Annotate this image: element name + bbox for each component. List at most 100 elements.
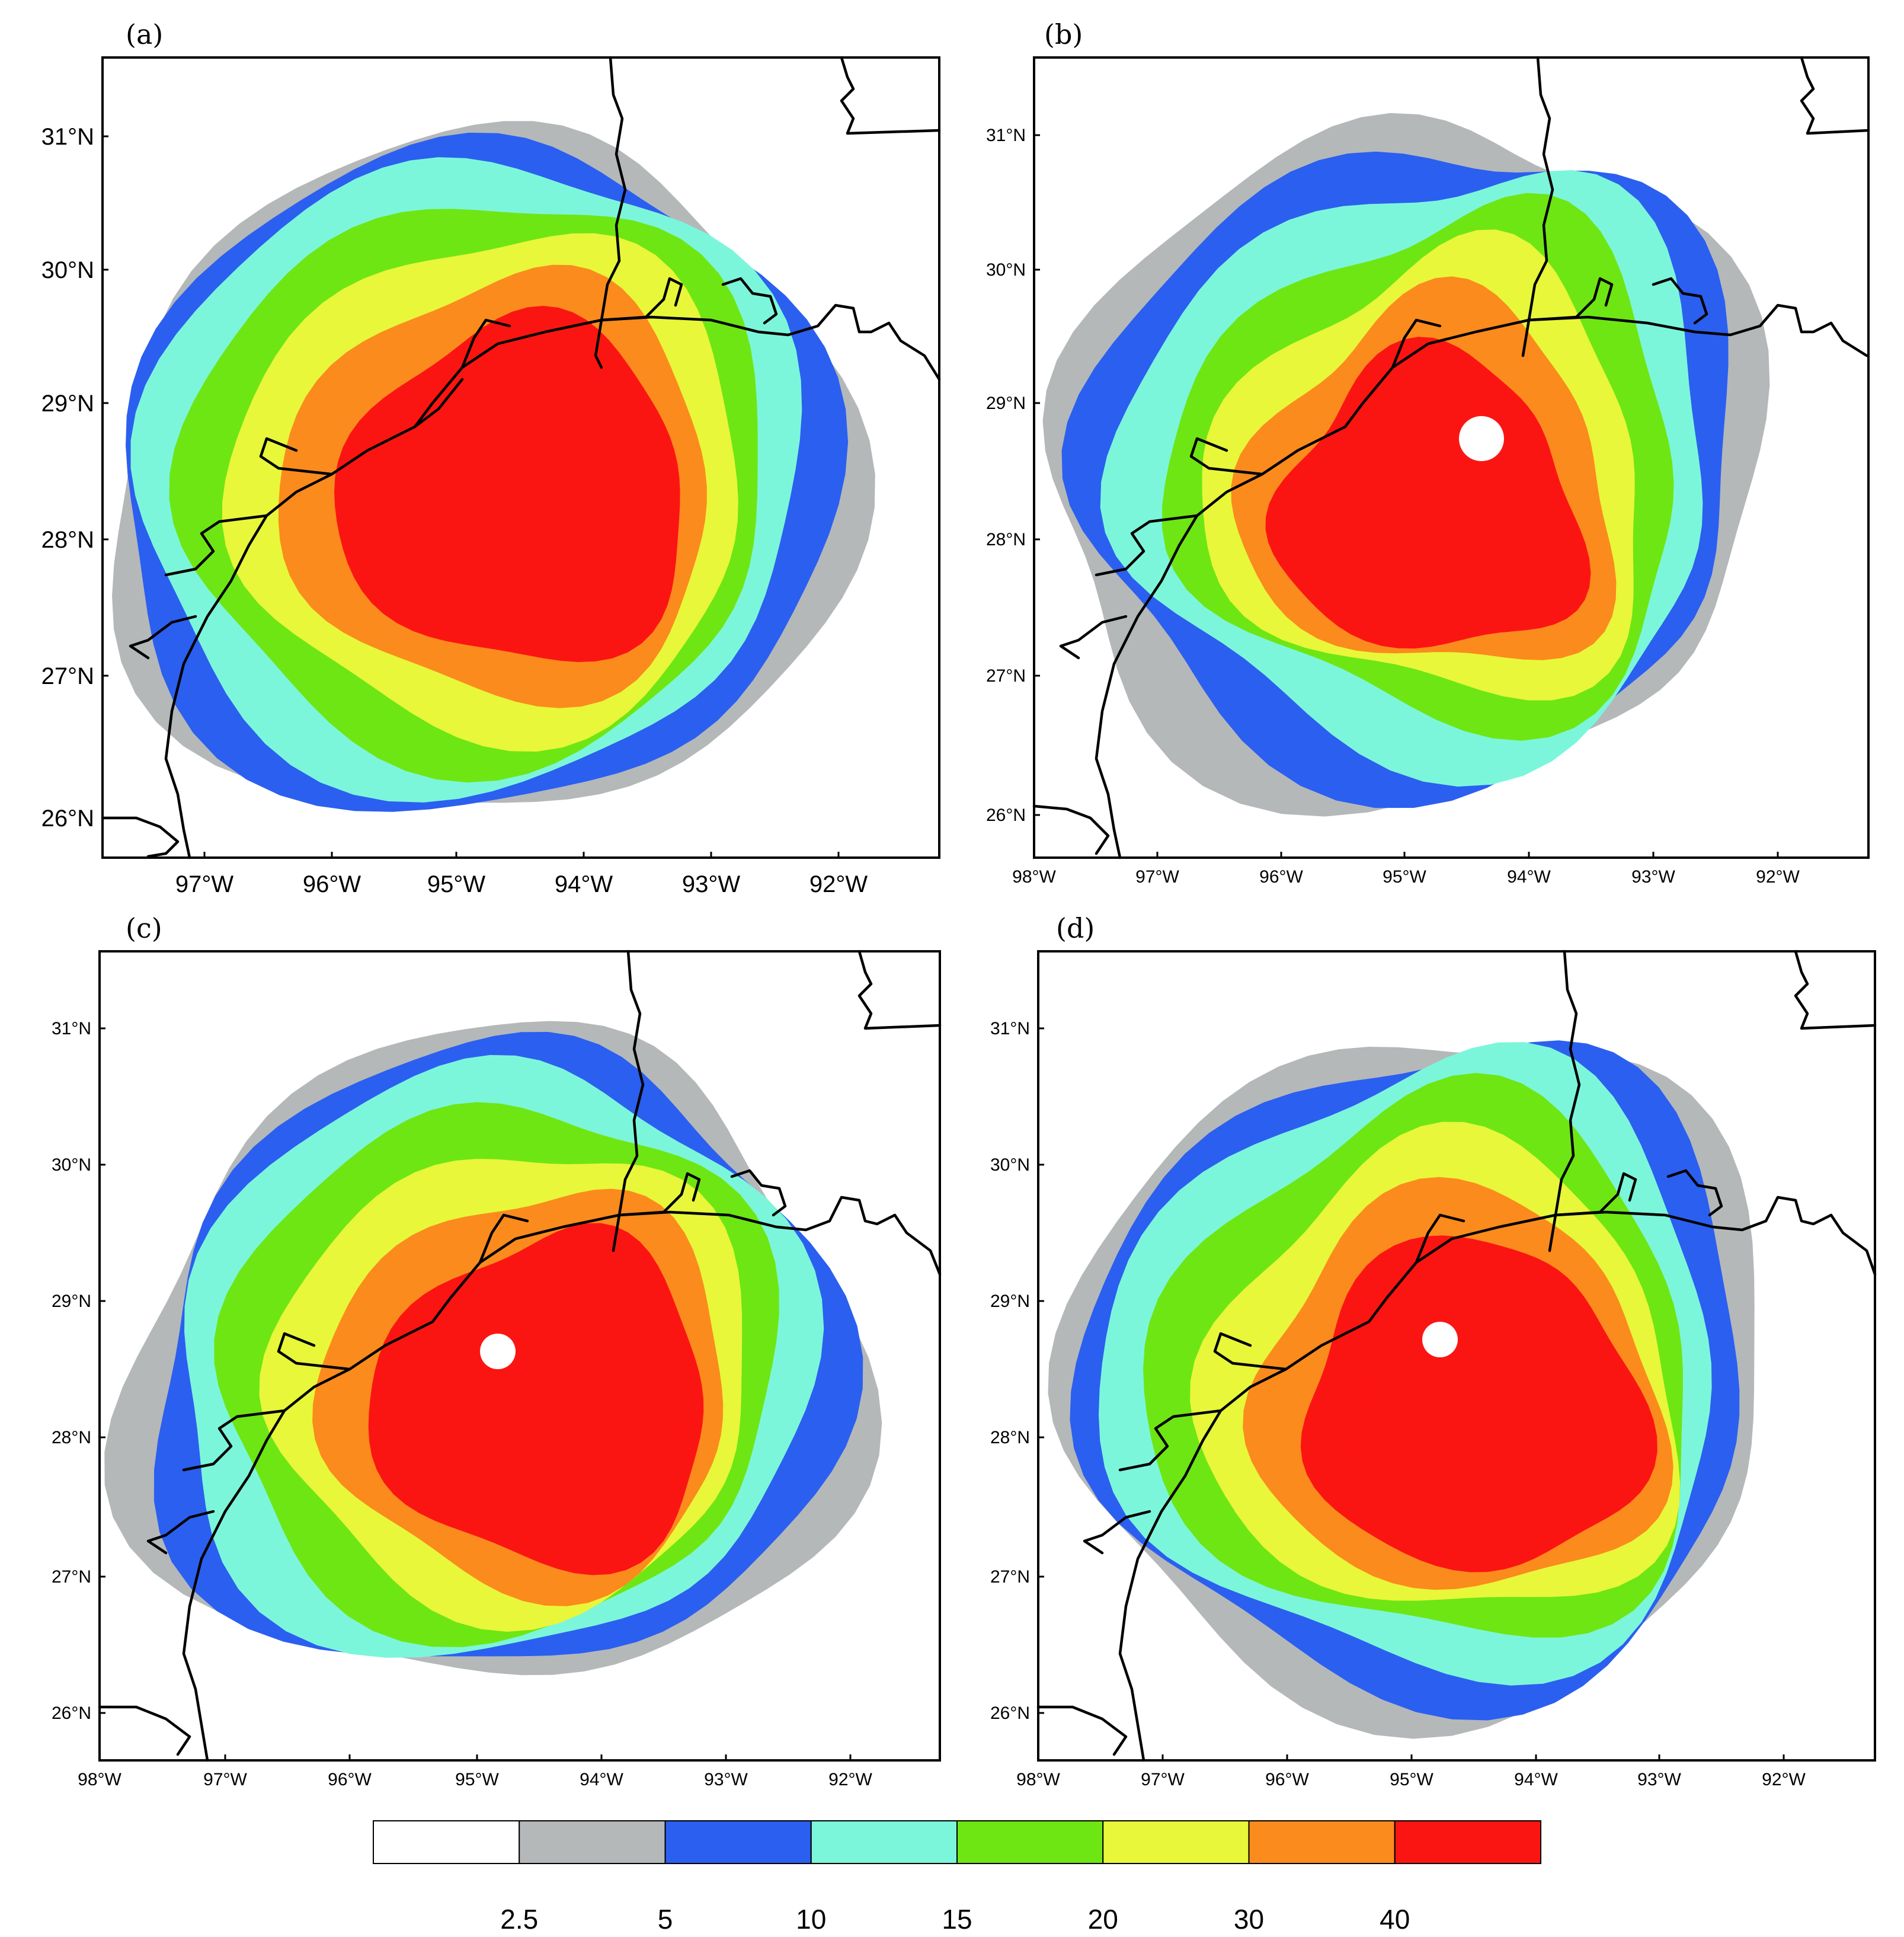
lat-tick-label: 30°N — [986, 260, 1026, 280]
colorbar-level-label: 20 — [1088, 1904, 1118, 1935]
lat-tick-label: 27°N — [41, 663, 94, 689]
lat-labels-d: 31°N 30°N 29°N 28°N 27°N 26°N — [990, 1019, 1044, 1723]
storm-b — [1042, 113, 1770, 817]
lon-labels-b: 98°W 97°W 96°W 95°W 94°W 93°W 92°W — [1012, 852, 1800, 887]
lon-tick-label: 92°W — [828, 1770, 872, 1789]
lon-tick-label: 92°W — [809, 871, 868, 897]
lon-labels-a: 97°W 96°W 95°W 94°W 93°W 92°W — [175, 852, 868, 897]
panel-c: (c) 31°N 30°N 29°N 28°N 27°N 26°N 98°W 97°W 96°… — [52, 912, 942, 1789]
lon-tick-label: 94°W — [555, 871, 613, 897]
map-frame-b — [1033, 56, 1870, 859]
colorbar-level-label: 10 — [796, 1904, 826, 1935]
colorbar-swatch — [373, 1820, 520, 1864]
lon-tick-label: 96°W — [1259, 867, 1303, 887]
storm-eye — [480, 1334, 516, 1369]
panel-d: (d) 31°N 30°N 29°N 28°N 27°N 26°N 98°W 97°W 96°… — [990, 912, 1877, 1789]
map-frame-c — [98, 950, 941, 1762]
coastline-b — [1032, 56, 1870, 859]
colorbar-level-label: 15 — [942, 1904, 972, 1935]
storm-eye — [1459, 416, 1504, 461]
lon-tick-label: 98°W — [78, 1770, 121, 1789]
lat-tick-label: 27°N — [52, 1567, 91, 1587]
lat-tick-label: 31°N — [52, 1019, 91, 1038]
lon-tick-label: 95°W — [1383, 867, 1426, 887]
lat-tick-label: 27°N — [986, 666, 1026, 686]
lon-tick-label: 93°W — [1631, 867, 1675, 887]
storm-a — [112, 121, 875, 812]
lon-tick-label: 95°W — [1390, 1770, 1433, 1789]
lat-labels-c: 31°N 30°N 29°N 28°N 27°N 26°N — [52, 1019, 105, 1723]
lon-tick-label: 92°W — [1762, 1770, 1806, 1789]
lat-tick-label: 28°N — [41, 527, 94, 553]
rainfall-field-c — [104, 1021, 882, 1676]
lon-tick-label: 96°W — [328, 1770, 372, 1789]
coastline-a — [101, 56, 941, 859]
colorbar-swatch — [810, 1820, 958, 1864]
panel-label-b: (b) — [1044, 18, 1083, 50]
panel-b: (b) 31°N 30°N 29°N 28°N 27°N 26°N 98°W 97°W 96°… — [986, 18, 1870, 887]
lat-tick-label: 31°N — [41, 124, 94, 150]
lon-tick-label: 97°W — [1135, 867, 1179, 887]
colorbar-swatch — [519, 1820, 666, 1864]
storm-d — [1048, 1040, 1755, 1739]
colorbar-swatch — [1248, 1820, 1396, 1864]
lat-tick-label: 29°N — [41, 391, 94, 417]
lon-tick-label: 92°W — [1756, 867, 1800, 887]
panel-label-a: (a) — [126, 18, 163, 50]
lat-tick-label: 28°N — [986, 530, 1026, 549]
lat-tick-label: 28°N — [990, 1428, 1030, 1447]
lat-tick-label: 29°N — [986, 394, 1026, 413]
rain-contour — [389, 354, 661, 622]
panel-label-d: (d) — [1056, 912, 1095, 944]
lat-tick-label: 31°N — [990, 1019, 1030, 1038]
rainfall-field-b — [1042, 113, 1770, 817]
colorbar-swatch — [664, 1820, 812, 1864]
lat-tick-label: 30°N — [41, 257, 94, 283]
colorbar-level-label: 30 — [1234, 1904, 1264, 1935]
colorbar-swatch — [1102, 1820, 1250, 1864]
lon-tick-label: 95°W — [455, 1770, 499, 1789]
lat-tick-label: 26°N — [52, 1703, 91, 1723]
lat-tick-label: 26°N — [41, 806, 94, 832]
lon-tick-label: 97°W — [175, 871, 233, 897]
lon-tick-label: 98°W — [1012, 867, 1056, 887]
lat-tick-label: 29°N — [990, 1292, 1030, 1311]
lon-tick-label: 98°W — [1016, 1770, 1060, 1789]
lon-tick-label: 93°W — [704, 1770, 748, 1789]
storm-c — [104, 1021, 882, 1676]
lon-tick-label: 93°W — [682, 871, 740, 897]
colorbar-swatches — [373, 1820, 1541, 1864]
storm-eye — [1422, 1322, 1458, 1357]
lat-tick-label: 26°N — [986, 806, 1026, 825]
coastline-d — [1036, 950, 1877, 1762]
lon-labels-d: 98°W 97°W 96°W 95°W 94°W 93°W 92°W — [1016, 1754, 1806, 1789]
lat-tick-label: 27°N — [990, 1567, 1030, 1587]
lon-tick-label: 93°W — [1637, 1770, 1681, 1789]
colorbar-swatch — [956, 1820, 1104, 1864]
rainfall-field-d — [1048, 1040, 1755, 1739]
lat-labels-a: 31°N 30°N 29°N 28°N 27°N 26°N — [41, 124, 108, 832]
lon-tick-label: 96°W — [1265, 1770, 1309, 1789]
rain-contour — [418, 1265, 683, 1542]
colorbar: 2.5 5 10 15 20 30 40 — [373, 1820, 1541, 1935]
lat-tick-label: 28°N — [52, 1428, 91, 1447]
colorbar-level-label: 5 — [658, 1904, 673, 1935]
lon-tick-label: 96°W — [303, 871, 361, 897]
lon-tick-label: 95°W — [427, 871, 485, 897]
lat-labels-b: 31°N 30°N 29°N 28°N 27°N 26°N — [986, 126, 1040, 825]
colorbar-labels: 2.5 5 10 15 20 30 40 — [500, 1904, 1410, 1935]
colorbar-swatch — [1394, 1820, 1541, 1864]
rain-contour — [1359, 1291, 1635, 1550]
panel-label-c: (c) — [126, 912, 162, 944]
lon-tick-label: 94°W — [1507, 867, 1551, 887]
lat-tick-label: 30°N — [52, 1155, 91, 1175]
map-frame-a — [101, 56, 940, 859]
lat-tick-label: 26°N — [990, 1703, 1030, 1723]
colorbar-level-label: 40 — [1380, 1904, 1410, 1935]
panel-a: (a) 31°N 30°N 29°N 28°N 27°N 26°N 97°W 96°W 95°… — [41, 18, 941, 897]
lon-tick-label: 97°W — [1141, 1770, 1185, 1789]
lat-tick-label: 30°N — [990, 1155, 1030, 1175]
lon-tick-label: 97°W — [203, 1770, 247, 1789]
colorbar-level-label: 2.5 — [500, 1904, 538, 1935]
